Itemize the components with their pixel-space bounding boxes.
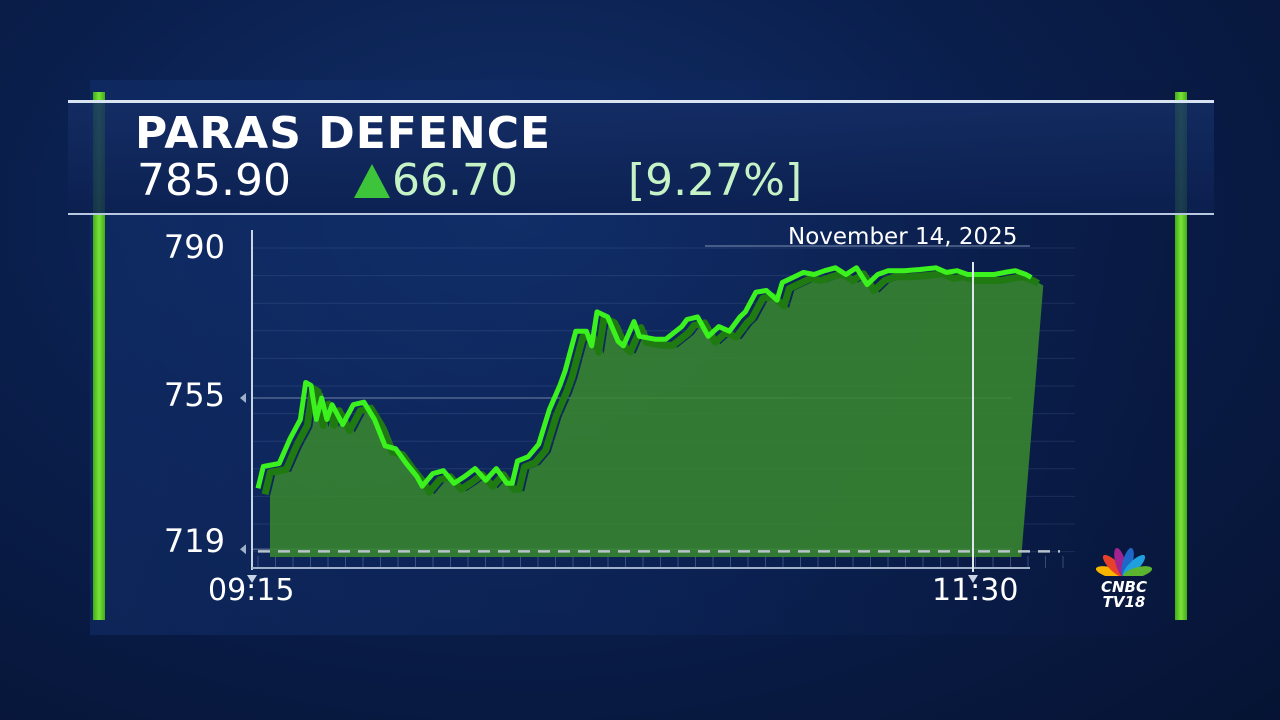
y-tick-pointer-icon [240, 393, 246, 403]
y-tick-label: 755 [163, 376, 225, 414]
cnbc-tv18-logo: CNBC TV18 [1086, 547, 1162, 611]
price-line-shadow [261, 270, 1041, 496]
axes [240, 230, 1030, 583]
y-tick-pointer-icon [240, 544, 246, 555]
left-accent-bar [93, 92, 105, 620]
x-tick-pointer-icon [247, 575, 257, 583]
peacock-icon [1095, 547, 1153, 579]
brand-line2: TV18 [1102, 593, 1146, 611]
x-tick-pointer-icon [968, 575, 978, 583]
price-line [255, 265, 1033, 489]
ticker-header [68, 100, 1214, 215]
right-accent-bar [1175, 92, 1187, 620]
price-area [270, 275, 1044, 557]
x-tick-label: 09:15 [208, 573, 295, 608]
brand-line1: CNBC [1100, 578, 1147, 596]
chart-date: November 14, 2025 [788, 224, 1018, 250]
x-tick-label: 11:30 [932, 573, 1019, 608]
y-tick-label: 719 [163, 522, 225, 560]
stock-name: PARAS DEFENCE [135, 108, 552, 159]
triangle-up-icon [354, 164, 390, 198]
price-change: 66.70 [392, 155, 518, 206]
y-tick-label: 790 [163, 228, 225, 266]
stock-price: 785.90 [137, 155, 291, 206]
price-change-percent: [9.27%] [628, 155, 803, 206]
